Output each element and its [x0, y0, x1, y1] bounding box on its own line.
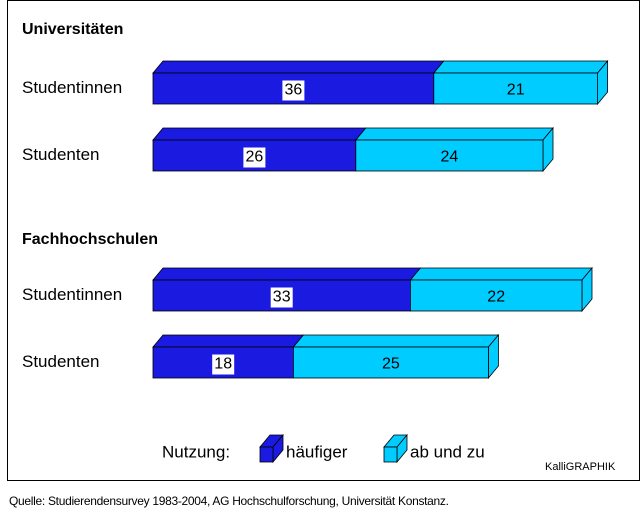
value-label: 36: [285, 82, 303, 99]
bar-segment-top: [354, 127, 554, 141]
category-label: Studenten: [22, 352, 100, 371]
bar-segment-top: [152, 60, 445, 74]
value-label-bg: [282, 80, 305, 101]
category-label: Studentinnen: [22, 78, 122, 97]
bar-segment-top: [152, 267, 422, 281]
bar-segment: [292, 346, 489, 379]
category-label: Studenten: [22, 145, 100, 164]
value-label: 22: [487, 289, 505, 306]
legend-swatch: [383, 446, 398, 463]
bar-segment-top: [292, 334, 500, 348]
legend-swatch: [259, 446, 274, 463]
bar-segment: [433, 72, 598, 105]
bar-segment-top: [152, 334, 305, 348]
value-label: 25: [382, 356, 400, 373]
value-label: 26: [246, 149, 264, 166]
value-label-bg: [212, 354, 235, 375]
bar-segment-top: [152, 127, 367, 141]
legend-label: ab und zu: [410, 442, 485, 461]
frame: [7, 0, 640, 481]
value-label: 33: [273, 289, 291, 306]
bar-segment: [409, 279, 583, 312]
group-title: Universitäten: [22, 21, 123, 38]
group-title: Fachhochschulen: [22, 231, 158, 248]
legend-label: häufiger: [286, 442, 348, 461]
value-label-bg: [270, 287, 293, 308]
bar-segment: [355, 139, 544, 172]
legend-title: Nutzung:: [162, 442, 230, 461]
credit: KalliGRAPHIK: [545, 461, 616, 473]
value-label: 24: [441, 149, 459, 166]
source: Quelle: Studierendensurvey 1983-2004, AG…: [9, 494, 449, 508]
bar-segment-top: [409, 267, 593, 281]
category-label: Studentinnen: [22, 285, 122, 304]
bar-segment-top: [432, 60, 609, 74]
value-label-bg: [243, 147, 266, 168]
value-label: 18: [214, 356, 232, 373]
value-label: 21: [507, 82, 525, 99]
